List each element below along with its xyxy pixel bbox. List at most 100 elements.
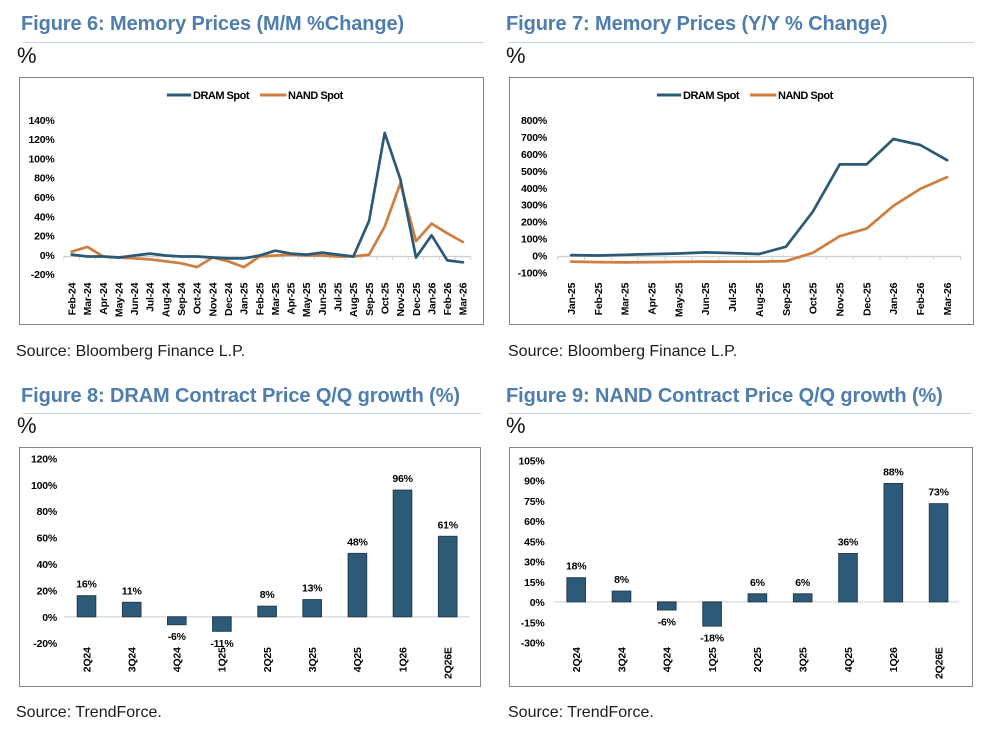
- svg-text:Apr-25: Apr-25: [286, 282, 298, 314]
- svg-text:Mar-25: Mar-25: [270, 282, 282, 315]
- svg-text:120%: 120%: [28, 134, 55, 146]
- svg-text:4Q24: 4Q24: [662, 647, 674, 672]
- svg-text:100%: 100%: [28, 153, 55, 165]
- svg-text:4Q25: 4Q25: [843, 647, 855, 672]
- svg-text:Jun-25: Jun-25: [700, 282, 712, 315]
- svg-text:Jan-26: Jan-26: [888, 282, 900, 314]
- svg-text:Sep-25: Sep-25: [364, 282, 376, 316]
- svg-text:105%: 105%: [518, 456, 545, 468]
- svg-text:88%: 88%: [883, 467, 904, 479]
- svg-text:6%: 6%: [795, 577, 811, 589]
- svg-text:15%: 15%: [524, 577, 545, 589]
- svg-text:140%: 140%: [28, 115, 55, 127]
- svg-text:Sep-25: Sep-25: [781, 282, 793, 316]
- svg-text:2Q25: 2Q25: [752, 647, 764, 672]
- svg-text:2Q26E: 2Q26E: [443, 647, 455, 679]
- svg-text:73%: 73%: [928, 487, 949, 499]
- svg-text:-30%: -30%: [521, 638, 546, 650]
- svg-text:2Q25: 2Q25: [262, 647, 274, 672]
- svg-text:400%: 400%: [521, 183, 548, 195]
- svg-text:Feb-26: Feb-26: [915, 282, 927, 315]
- svg-text:3Q25: 3Q25: [798, 647, 810, 672]
- svg-text:40%: 40%: [34, 211, 55, 223]
- svg-text:700%: 700%: [521, 132, 548, 144]
- svg-text:61%: 61%: [437, 519, 458, 531]
- svg-text:Oct-24: Oct-24: [192, 282, 204, 314]
- svg-text:Jun-24: Jun-24: [129, 282, 141, 315]
- svg-text:DRAM Spot: DRAM Spot: [683, 90, 740, 102]
- svg-text:-11%: -11%: [210, 638, 234, 650]
- svg-text:0%: 0%: [532, 250, 548, 262]
- svg-text:Feb-25: Feb-25: [254, 282, 266, 315]
- svg-text:4Q25: 4Q25: [352, 647, 364, 672]
- svg-text:NAND Spot: NAND Spot: [778, 90, 834, 102]
- svg-text:60%: 60%: [34, 192, 55, 204]
- svg-text:Jul-25: Jul-25: [727, 282, 739, 312]
- svg-text:4Q24: 4Q24: [172, 647, 184, 672]
- svg-text:600%: 600%: [521, 149, 548, 161]
- svg-text:Aug-24: Aug-24: [160, 282, 172, 317]
- svg-text:-15%: -15%: [521, 617, 546, 629]
- svg-text:Aug-25: Aug-25: [754, 282, 766, 317]
- svg-text:Apr-24: Apr-24: [98, 282, 110, 314]
- svg-text:Dec-25: Dec-25: [411, 282, 423, 316]
- svg-text:20%: 20%: [34, 231, 55, 243]
- svg-text:6%: 6%: [750, 577, 766, 589]
- svg-text:13%: 13%: [302, 583, 323, 595]
- svg-text:96%: 96%: [392, 473, 413, 485]
- svg-text:Mar-24: Mar-24: [82, 282, 94, 315]
- svg-text:-6%: -6%: [658, 617, 677, 629]
- svg-text:20%: 20%: [37, 585, 58, 597]
- svg-text:90%: 90%: [524, 476, 545, 488]
- svg-text:Oct-25: Oct-25: [380, 282, 392, 314]
- svg-text:Mar-26: Mar-26: [942, 282, 954, 315]
- svg-text:2Q26E: 2Q26E: [933, 647, 945, 679]
- svg-text:8%: 8%: [614, 574, 630, 586]
- svg-text:40%: 40%: [37, 559, 58, 571]
- svg-text:Feb-24: Feb-24: [67, 282, 79, 315]
- svg-text:-18%: -18%: [700, 633, 725, 645]
- svg-text:120%: 120%: [31, 453, 58, 465]
- svg-text:80%: 80%: [37, 506, 58, 518]
- svg-text:DRAM Spot: DRAM Spot: [193, 90, 250, 102]
- svg-text:36%: 36%: [838, 537, 859, 549]
- svg-text:Aug-25: Aug-25: [348, 282, 360, 317]
- svg-text:Sep-24: Sep-24: [176, 282, 188, 316]
- svg-text:75%: 75%: [524, 496, 545, 508]
- svg-text:18%: 18%: [566, 561, 587, 573]
- svg-text:May-24: May-24: [114, 282, 126, 317]
- svg-text:Oct-25: Oct-25: [808, 282, 820, 314]
- svg-text:Dec-24: Dec-24: [223, 282, 235, 316]
- svg-text:-20%: -20%: [33, 638, 58, 650]
- svg-text:0%: 0%: [42, 612, 58, 624]
- svg-text:45%: 45%: [524, 536, 545, 548]
- svg-text:200%: 200%: [521, 217, 548, 229]
- svg-text:8%: 8%: [260, 589, 276, 601]
- svg-text:NAND Spot: NAND Spot: [288, 90, 344, 102]
- svg-text:-20%: -20%: [31, 269, 56, 281]
- svg-text:800%: 800%: [521, 115, 548, 127]
- svg-text:Mar-25: Mar-25: [620, 282, 632, 315]
- svg-text:2Q24: 2Q24: [81, 647, 93, 672]
- svg-text:-6%: -6%: [168, 631, 187, 643]
- svg-text:100%: 100%: [521, 234, 548, 246]
- svg-text:30%: 30%: [524, 557, 545, 569]
- svg-text:3Q24: 3Q24: [127, 647, 139, 672]
- svg-text:2Q24: 2Q24: [571, 647, 583, 672]
- svg-text:Jul-25: Jul-25: [333, 282, 345, 312]
- svg-text:Nov-25: Nov-25: [395, 282, 407, 316]
- svg-text:Feb-26: Feb-26: [442, 282, 454, 315]
- svg-text:Nov-24: Nov-24: [207, 282, 219, 316]
- svg-text:Jan-25: Jan-25: [239, 282, 251, 314]
- svg-text:Nov-25: Nov-25: [835, 282, 847, 316]
- svg-text:Jul-24: Jul-24: [145, 282, 157, 312]
- svg-text:3Q24: 3Q24: [616, 647, 628, 672]
- svg-text:Feb-25: Feb-25: [593, 282, 605, 315]
- svg-text:60%: 60%: [37, 533, 58, 545]
- svg-text:Jan-25: Jan-25: [566, 282, 578, 314]
- svg-text:May-25: May-25: [673, 282, 685, 317]
- svg-text:1Q26: 1Q26: [397, 647, 409, 672]
- svg-text:1Q26: 1Q26: [888, 647, 900, 672]
- svg-text:300%: 300%: [521, 200, 548, 212]
- svg-text:Jun-25: Jun-25: [317, 282, 329, 315]
